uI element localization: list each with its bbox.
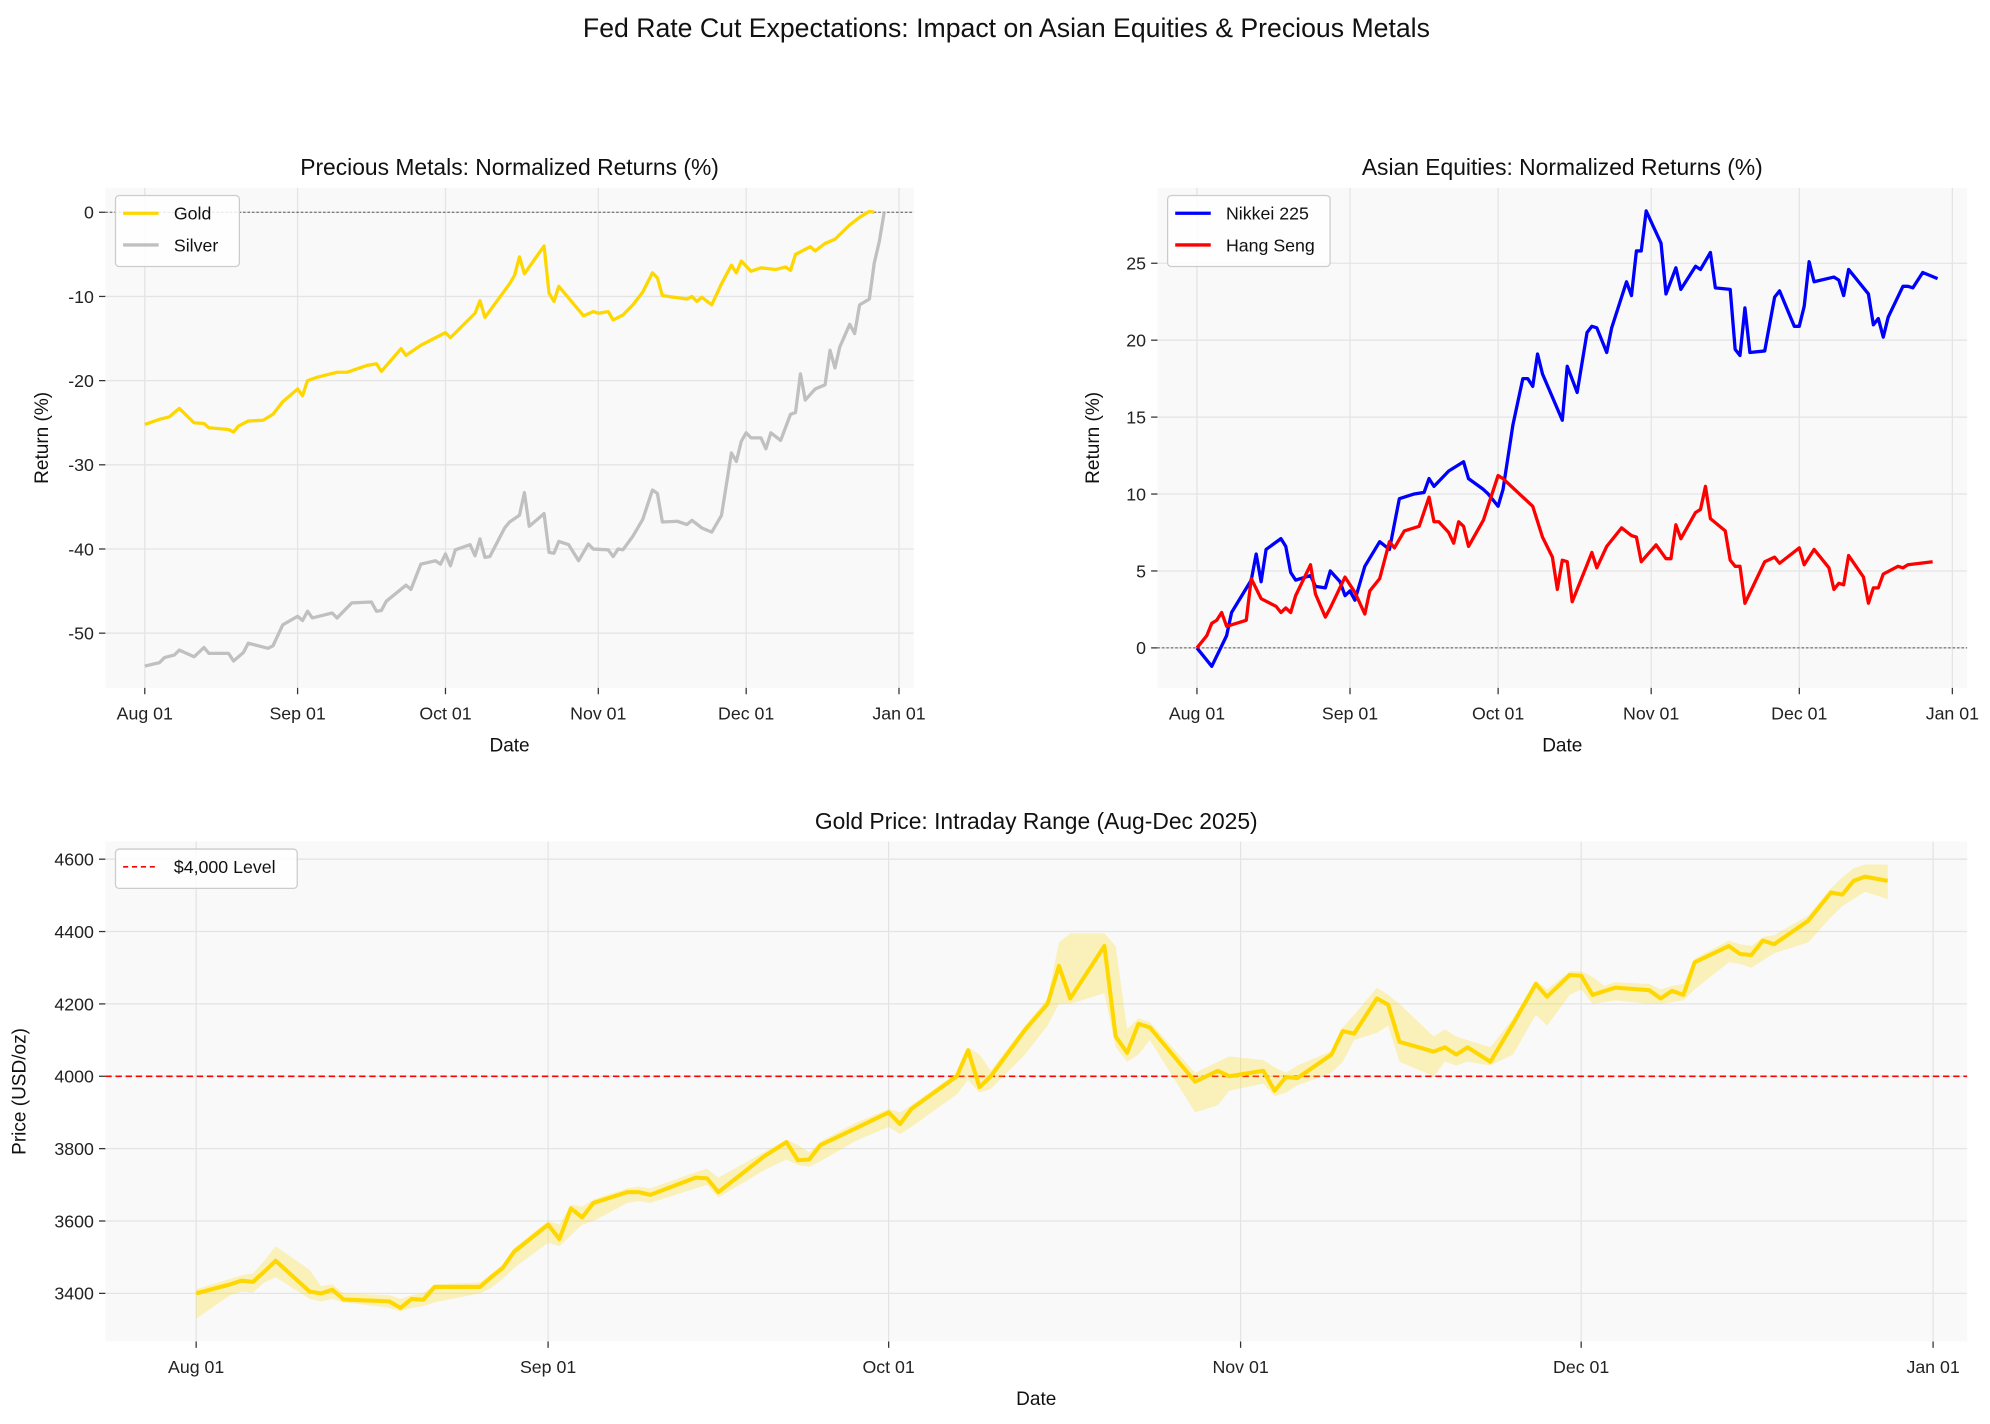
x-tick-label: Aug 01 [168,1357,224,1377]
x-tick-label: Sep 01 [1322,704,1378,724]
x-tick-label: Aug 01 [1169,704,1225,724]
y-tick-label: 4400 [54,922,94,942]
x-axis-label: Date [1016,1389,1056,1410]
y-tick-label: -10 [68,287,94,307]
y-tick-label: -30 [68,455,94,475]
y-tick-label: 4600 [54,850,94,870]
chart-title: Precious Metals: Normalized Returns (%) [300,154,719,180]
x-tick-label: Dec 01 [718,704,774,724]
x-tick-label: Sep 01 [520,1357,576,1377]
x-axis-label: Date [1542,735,1582,756]
x-axis-label: Date [489,735,529,756]
x-tick-label: Nov 01 [570,704,626,724]
gold-close-line [195,874,1889,1310]
legend: $4,000 Level [114,848,298,890]
precious-metals-chart: Aug 01 Sep 01 Oct 01 Nov 01 Dec 01 Jan 01 0 -10… [32,154,925,756]
asian-equities-chart: Aug 01 Sep 01 Oct 01 Nov 01 Dec 01 Jan 01 0 5 10… [1083,154,1979,756]
y-tick-label: 0 [1136,638,1146,658]
legend: Gold Silver [114,194,240,268]
y-axis-label: Price (USD/oz) [9,1028,30,1155]
x-tick-label: Dec 01 [1553,1357,1609,1377]
series-line-gold [144,209,875,434]
legend-label: $4,000 Level [174,857,276,877]
legend-label: Silver [174,235,218,255]
legend-box [114,848,298,890]
y-tick-label: 20 [1126,331,1146,351]
x-tick-label: Dec 01 [1771,704,1827,724]
x-tick-label: Nov 01 [1212,1357,1268,1377]
intraday-range-band [196,864,1888,1319]
x-tick-label: Oct 01 [1472,704,1524,724]
chart-title: Gold Price: Intraday Range (Aug-Dec 2025… [815,808,1258,834]
plot-background [105,841,1968,1342]
gold-price-chart: Aug 01 Sep 01 Oct 01 Nov 01 Dec 01 Jan 01 3400… [9,808,1968,1410]
y-tick-label: 0 [84,203,94,223]
x-tick-label: Oct 01 [419,704,471,724]
x-tick-label: Nov 01 [1623,704,1679,724]
series-line-hang-seng [1195,473,1933,649]
y-tick-label: 15 [1126,407,1146,427]
series-line-silver [144,211,886,668]
x-tick-label: Jan 01 [1906,1357,1959,1377]
x-tick-label: Aug 01 [117,704,173,724]
y-tick-label: 5 [1136,561,1146,581]
x-tick-label: Jan 01 [872,704,925,724]
y-tick-label: -20 [68,371,94,391]
y-axis-label: Return (%) [1083,392,1104,484]
x-tick-label: Oct 01 [863,1357,915,1377]
x-tick-label: Jan 01 [1926,704,1979,724]
y-axis-label: Return (%) [32,392,53,484]
y-tick-label: 3400 [54,1284,94,1304]
y-tick-label: 3600 [54,1211,94,1231]
legend-label: Nikkei 225 [1226,204,1309,224]
series-line-nikkei-225 [1195,209,1939,668]
figure-title: Fed Rate Cut Expectations: Impact on Asi… [583,13,1430,43]
legend-label: Hang Seng [1226,235,1315,255]
x-tick-label: Sep 01 [269,704,325,724]
chart-title: Asian Equities: Normalized Returns (%) [1362,154,1763,180]
y-tick-label: -50 [68,624,94,644]
y-tick-label: 4200 [54,994,94,1014]
y-tick-label: -40 [68,539,94,559]
y-tick-label: 4000 [54,1067,94,1087]
y-tick-label: 10 [1126,484,1146,504]
y-tick-label: 3800 [54,1139,94,1159]
y-tick-label: 25 [1126,254,1146,274]
legend-label: Gold [174,204,212,224]
legend: Nikkei 225 Hang Seng [1166,194,1331,268]
